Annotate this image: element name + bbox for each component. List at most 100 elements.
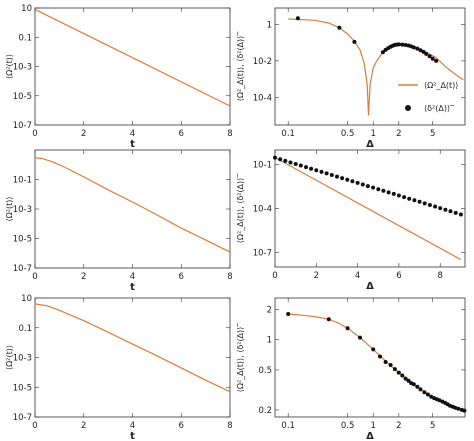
y-axis-label: ⟨Ω²_Δ(t)⟩, ⟨δ²(Δ)⟩‾	[236, 173, 245, 244]
x-tick-label: 5	[430, 421, 435, 431]
data-point	[337, 25, 342, 30]
x-axis-label: t	[130, 139, 135, 150]
y-axis-label: ⟨Ω²_Δ(t)⟩, ⟨δ²(Δ)⟩‾	[236, 322, 245, 393]
y-tick-label: 10-7	[13, 413, 32, 423]
legend-dot-swatch	[405, 105, 411, 111]
x-tick-label: 0.1	[281, 129, 295, 139]
plot-frame	[34, 297, 231, 418]
data-point	[417, 199, 422, 204]
data-point	[443, 207, 448, 212]
data-point	[396, 193, 401, 198]
data-point	[273, 155, 277, 160]
data-point	[396, 370, 401, 375]
data-point	[438, 206, 443, 211]
series-line	[288, 313, 464, 411]
data-point	[335, 174, 339, 179]
data-point	[309, 166, 314, 171]
data-point	[437, 398, 442, 403]
data-point	[358, 335, 362, 340]
y-tick-label: 10-3	[13, 63, 32, 73]
data-point	[286, 312, 291, 316]
x-axis-label: Δ	[366, 431, 374, 441]
data-point	[355, 180, 360, 185]
panel-r2-left: 0 2 4 6 8 10-1 10-3 10-5 10-7 t ⟨Ω²(t)⟩	[5, 149, 233, 293]
y-tick-label: 10	[21, 4, 32, 14]
data-point	[422, 390, 427, 395]
data-point	[424, 51, 429, 56]
data-point	[378, 354, 382, 359]
data-point	[381, 188, 386, 193]
y-tick-label: 10-1	[253, 161, 272, 171]
x-tick-label: 6	[179, 129, 184, 139]
x-tick-label: 0	[32, 129, 37, 139]
series-line	[275, 157, 462, 261]
data-point	[415, 384, 420, 389]
data-point	[430, 56, 435, 61]
y-tick-label: 0.1	[18, 324, 32, 334]
x-axis-label: t	[130, 282, 135, 293]
data-point	[425, 392, 430, 397]
y-axis-label: ⟨Ω²_Δ(t)⟩, ⟨δ²(Δ)⟩‾	[236, 31, 245, 102]
y-axis-label: ⟨Ω²(t)⟩	[5, 345, 14, 370]
y-tick-label: 10-5	[13, 235, 32, 245]
data-point	[376, 187, 381, 192]
panel-r3-left: 0 2 4 6 8 10 0.1 10-3 10-5 10-7 t ⟨Ω²(t)⟩	[5, 294, 233, 441]
data-point	[352, 39, 357, 44]
legend: ⟨Ω²_Δ(t)⟩ ⟨δ²(Δ)⟩‾	[398, 81, 458, 113]
x-tick-label: 2	[396, 421, 401, 431]
panel-r2-right: 0 2 4 6 8 10-1 10-4 10-7 Δ ⟨Ω²_Δ(t)⟩, ⟨δ²(Δ)⟩‾	[236, 149, 466, 292]
data-point	[360, 182, 365, 187]
data-point	[304, 165, 308, 170]
data-point	[345, 326, 350, 331]
y-tick-label: 10-5	[13, 92, 32, 102]
data-point	[293, 162, 298, 166]
x-tick-label: 4	[355, 271, 360, 281]
data-point	[415, 46, 420, 51]
x-tick-label: 8	[438, 271, 443, 281]
data-point	[434, 58, 439, 63]
x-tick-label: 2	[81, 421, 86, 431]
data-point	[295, 16, 300, 21]
data-point	[456, 406, 461, 411]
data-point	[386, 190, 391, 195]
series-line	[35, 157, 230, 253]
y-axis-label: ⟨Ω²(t)⟩	[5, 197, 14, 222]
x-tick-label: 6	[179, 421, 184, 431]
y-tick-label: 10-7	[253, 248, 272, 258]
data-point	[329, 173, 334, 177]
data-point	[458, 212, 463, 217]
data-point	[380, 50, 385, 55]
data-point	[371, 347, 376, 352]
x-tick-label: 0.5	[341, 129, 355, 139]
data-point	[314, 168, 319, 173]
data-point	[340, 176, 345, 181]
x-tick-label: 2	[396, 129, 401, 139]
x-axis-label: t	[130, 431, 135, 441]
data-point	[326, 317, 331, 322]
x-tick-label: 2	[81, 129, 86, 139]
x-tick-label: 0.1	[281, 421, 295, 431]
x-tick-label: 4	[130, 272, 135, 282]
plot-frame	[34, 149, 231, 269]
y-tick-label: 0.5	[258, 366, 272, 376]
y-tick-label: 10-3	[13, 354, 32, 364]
data-point	[453, 405, 458, 410]
y-tick-label: 10-4	[253, 205, 272, 215]
y-tick-label: 10-7	[13, 264, 32, 274]
x-tick-label: 1	[371, 129, 376, 139]
x-tick-label: 8	[227, 129, 232, 139]
data-point	[448, 209, 453, 214]
x-tick-label: 4	[130, 421, 135, 431]
x-tick-label: 0	[272, 271, 277, 281]
x-tick-label: 6	[396, 271, 401, 281]
data-point	[411, 45, 416, 50]
y-tick-label: 10-3	[13, 205, 32, 215]
panel-r1-left: 0 2 4 6 8 10 0.1 10-3 10-5 10-7 t ⟨Ω²(t)⟩	[5, 4, 233, 150]
data-point	[400, 42, 405, 47]
x-axis-label: Δ	[366, 139, 374, 150]
data-point	[365, 184, 370, 189]
x-tick-label: 5	[430, 129, 435, 139]
data-point	[396, 42, 401, 47]
y-tick-label: 10-4	[253, 93, 272, 103]
data-point	[406, 378, 411, 383]
